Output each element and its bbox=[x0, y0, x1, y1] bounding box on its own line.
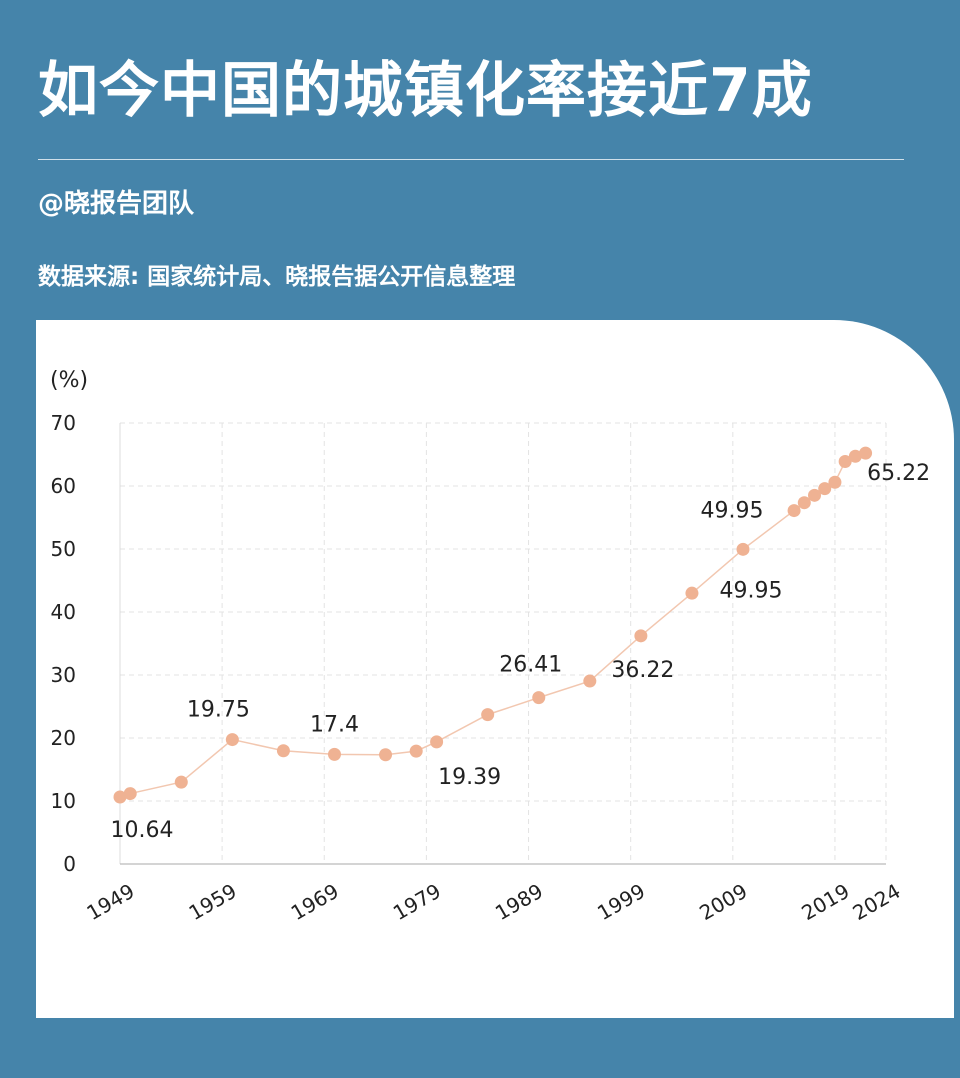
data-point bbox=[685, 586, 699, 600]
x-tick-label: 1949 bbox=[82, 879, 138, 925]
x-tick-label: 1989 bbox=[491, 879, 547, 925]
divider bbox=[38, 159, 904, 160]
data-point bbox=[583, 674, 597, 688]
data-label: 17.4 bbox=[310, 712, 359, 737]
data-label: 19.75 bbox=[187, 698, 250, 723]
data-point bbox=[113, 790, 127, 804]
x-tick-label: 1999 bbox=[593, 879, 649, 925]
data-point bbox=[736, 542, 750, 556]
data-label: 36.22 bbox=[611, 658, 674, 683]
y-tick-label: 20 bbox=[51, 726, 76, 750]
x-tick-label: 2024 bbox=[848, 879, 904, 925]
data-point bbox=[787, 504, 801, 518]
author-credit: @晓报告团队 bbox=[38, 189, 195, 219]
y-tick-label: 10 bbox=[51, 789, 76, 813]
x-tick-label: 1959 bbox=[185, 879, 241, 925]
data-point bbox=[848, 449, 862, 463]
data-point bbox=[276, 744, 290, 758]
y-axis-ticks: 0 10 20 30 40 50 60 70 bbox=[51, 411, 76, 876]
data-point bbox=[430, 735, 444, 749]
data-label: 26.41 bbox=[499, 653, 562, 678]
data-label: 65.22 bbox=[867, 461, 930, 486]
data-point bbox=[634, 629, 648, 643]
y-tick-label: 30 bbox=[51, 663, 76, 687]
x-tick-label: 1969 bbox=[287, 879, 343, 925]
data-label: 49.95 bbox=[701, 498, 764, 523]
data-point bbox=[818, 482, 832, 496]
chart-card: (%) 0 10 20 30 40 50 60 70 1949 1959 1969 1979 1989… bbox=[36, 320, 954, 1018]
data-labels: 10.64 19.75 17.4 19.39 26.41 36.22 49.95 49.95 6… bbox=[111, 461, 931, 843]
series-points bbox=[113, 446, 873, 804]
y-tick-label: 50 bbox=[51, 537, 76, 561]
data-point bbox=[828, 475, 842, 489]
data-point bbox=[327, 747, 341, 761]
data-point bbox=[859, 446, 873, 460]
data-point bbox=[481, 708, 495, 722]
y-unit-label: (%) bbox=[50, 368, 88, 393]
data-point bbox=[838, 454, 852, 468]
data-point bbox=[379, 748, 393, 762]
data-point bbox=[797, 496, 811, 510]
page-title: 如今中国的城镇化率接近7成 bbox=[38, 56, 813, 126]
data-label: 19.39 bbox=[438, 765, 501, 790]
data-point bbox=[409, 744, 423, 758]
urbanization-line-chart: (%) 0 10 20 30 40 50 60 70 1949 1959 1969 1979 1989… bbox=[50, 368, 931, 925]
data-point bbox=[225, 733, 239, 747]
data-point bbox=[532, 691, 546, 705]
grid bbox=[119, 422, 887, 865]
data-label: 49.95 bbox=[720, 578, 783, 603]
data-source: 数据来源: 国家统计局、晓报告据公开信息整理 bbox=[38, 264, 516, 290]
x-tick-label: 2019 bbox=[797, 879, 853, 925]
y-tick-label: 60 bbox=[51, 474, 76, 498]
x-tick-label: 2009 bbox=[695, 879, 751, 925]
y-tick-label: 40 bbox=[51, 600, 76, 624]
data-label: 10.64 bbox=[111, 818, 174, 843]
data-point bbox=[123, 787, 137, 801]
y-tick-label: 0 bbox=[63, 852, 76, 876]
data-point bbox=[174, 775, 188, 789]
y-tick-label: 70 bbox=[51, 411, 76, 435]
data-point bbox=[808, 488, 822, 502]
x-tick-label: 1979 bbox=[389, 879, 445, 925]
